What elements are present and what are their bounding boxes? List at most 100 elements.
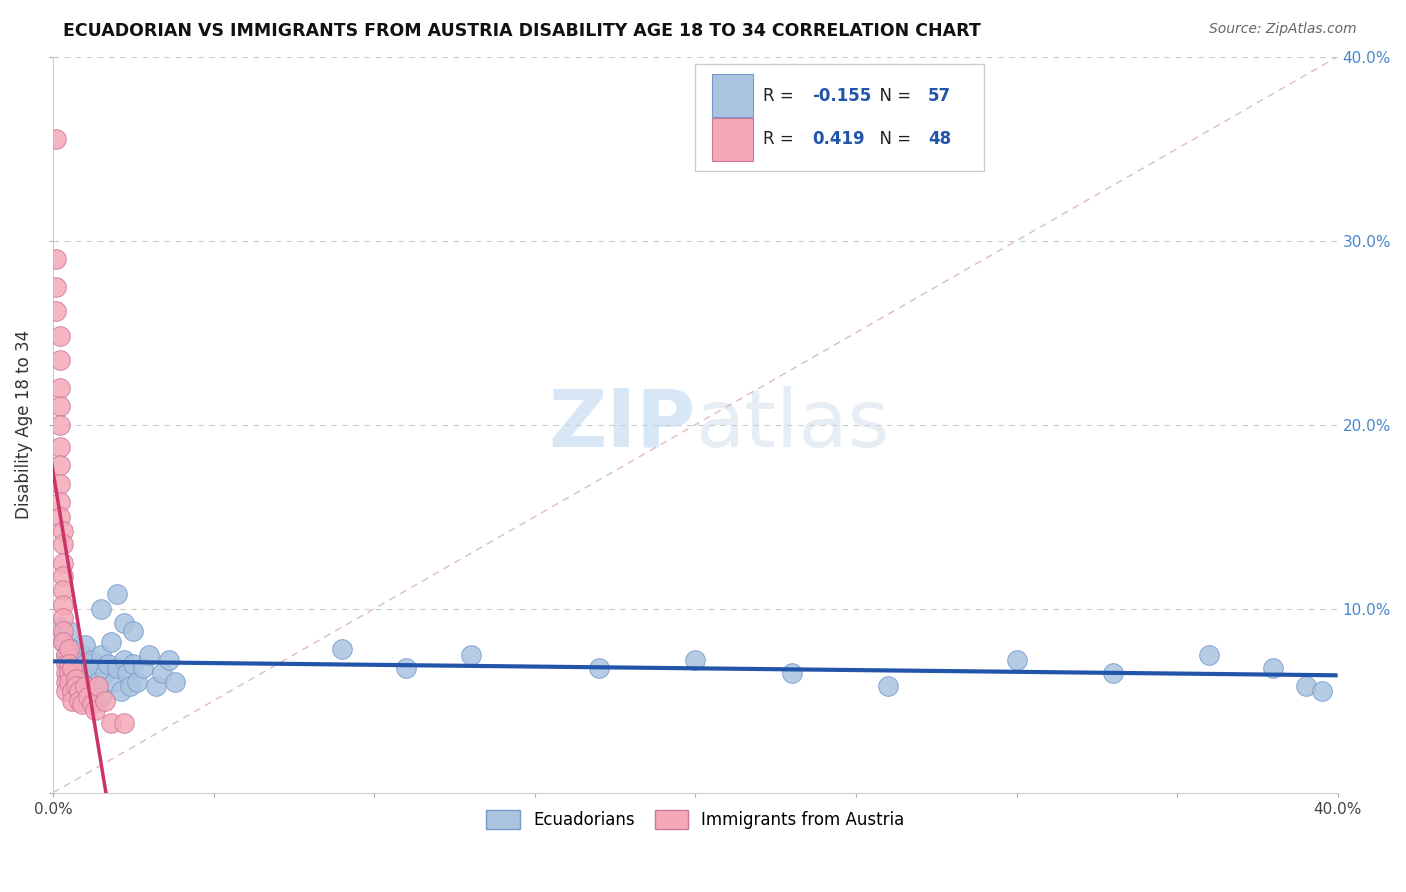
Point [77, 690, 100, 704]
Point [138, 648, 160, 662]
Text: N =: N = [869, 87, 917, 104]
Point [48, 458, 70, 472]
Point [93, 666, 115, 681]
Point [1263, 660, 1285, 674]
Text: -0.155: -0.155 [813, 87, 872, 104]
Point [100, 715, 122, 730]
Point [80, 653, 103, 667]
Point [77, 672, 100, 686]
Point [45, 279, 67, 293]
Point [55, 648, 77, 662]
Text: 57: 57 [928, 87, 950, 104]
Point [60, 684, 83, 698]
Text: R =: R = [763, 87, 800, 104]
Point [45, 252, 67, 266]
Point [60, 693, 83, 707]
Point [67, 684, 90, 698]
Legend: Ecuadorians, Immigrants from Austria: Ecuadorians, Immigrants from Austria [479, 804, 911, 836]
Point [1310, 684, 1333, 698]
Text: ZIP: ZIP [548, 385, 696, 464]
Point [52, 556, 75, 570]
Point [48, 440, 70, 454]
Point [588, 660, 610, 674]
Point [105, 660, 128, 674]
Point [70, 666, 93, 681]
Point [48, 399, 70, 413]
Point [90, 648, 112, 662]
Point [122, 657, 145, 671]
Point [58, 624, 80, 638]
Point [80, 698, 103, 712]
Point [60, 660, 83, 674]
Point [157, 653, 180, 667]
Point [80, 679, 103, 693]
Point [75, 657, 97, 671]
Point [75, 679, 97, 693]
Text: 48: 48 [928, 130, 950, 148]
Point [112, 616, 135, 631]
Point [55, 648, 77, 662]
Point [125, 675, 148, 690]
Point [150, 666, 173, 681]
Point [67, 679, 90, 693]
Point [1102, 666, 1125, 681]
Point [165, 675, 187, 690]
Point [48, 417, 70, 432]
Point [60, 642, 83, 657]
Point [115, 666, 138, 681]
Point [48, 381, 70, 395]
Point [48, 476, 70, 491]
Text: R =: R = [763, 130, 800, 148]
Point [103, 675, 125, 690]
Point [70, 698, 93, 712]
Point [93, 693, 115, 707]
Point [52, 598, 75, 612]
Point [395, 660, 418, 674]
Point [780, 666, 803, 681]
Point [55, 675, 77, 690]
Text: Source: ZipAtlas.com: Source: ZipAtlas.com [1209, 22, 1357, 37]
Point [58, 675, 80, 690]
Point [55, 657, 77, 671]
Point [70, 648, 93, 662]
Point [45, 132, 67, 146]
Point [112, 653, 135, 667]
Point [122, 624, 145, 638]
Point [52, 537, 75, 551]
Point [1295, 679, 1317, 693]
Point [75, 639, 97, 653]
Point [90, 690, 112, 704]
Point [83, 703, 105, 717]
Point [58, 666, 80, 681]
Text: 0.419: 0.419 [813, 130, 865, 148]
Point [145, 679, 167, 693]
FancyBboxPatch shape [711, 118, 754, 161]
Point [67, 660, 90, 674]
Text: atlas: atlas [696, 385, 890, 464]
Point [60, 666, 83, 681]
Point [87, 675, 110, 690]
Point [100, 634, 122, 648]
Point [48, 495, 70, 509]
Point [48, 620, 70, 634]
Point [52, 624, 75, 638]
Point [75, 679, 97, 693]
Point [877, 679, 900, 693]
Point [685, 653, 707, 667]
FancyBboxPatch shape [711, 74, 754, 117]
Point [120, 679, 142, 693]
Text: ECUADORIAN VS IMMIGRANTS FROM AUSTRIA DISABILITY AGE 18 TO 34 CORRELATION CHART: ECUADORIAN VS IMMIGRANTS FROM AUSTRIA DI… [63, 22, 981, 40]
Point [1005, 653, 1028, 667]
Point [52, 634, 75, 648]
Point [330, 642, 353, 657]
Point [52, 583, 75, 598]
Point [65, 672, 87, 686]
Point [67, 693, 90, 707]
Point [58, 657, 80, 671]
Point [105, 587, 128, 601]
Point [48, 329, 70, 343]
Point [460, 648, 482, 662]
Point [65, 653, 87, 667]
Point [87, 679, 110, 693]
Point [65, 679, 87, 693]
